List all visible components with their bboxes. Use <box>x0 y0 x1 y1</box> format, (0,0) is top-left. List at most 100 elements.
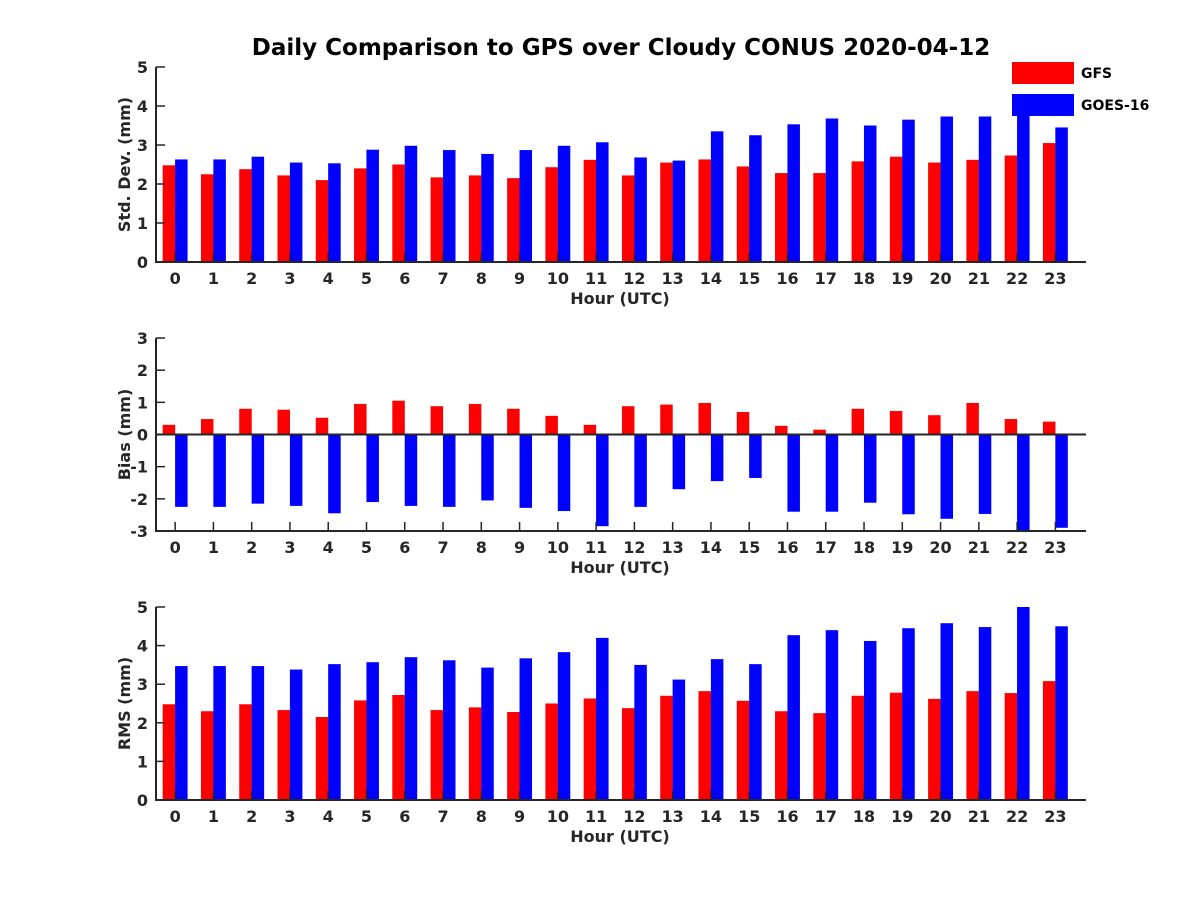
bar-goes-16-23 <box>1055 434 1068 528</box>
bar-goes-16-2 <box>251 666 265 800</box>
x-tick-label: 2 <box>246 538 257 557</box>
bar-goes-16-14 <box>710 434 724 482</box>
bar-goes-16-19 <box>902 434 915 515</box>
bar-gfs-7 <box>430 710 444 800</box>
bar-gfs-3 <box>277 710 291 800</box>
x-tick-label: 10 <box>547 538 569 557</box>
bar-goes-16-11 <box>596 637 609 800</box>
x-tick-label: 3 <box>284 538 295 557</box>
x-axis-label: Hour (UTC) <box>570 558 670 577</box>
bar-gfs-17 <box>813 429 826 435</box>
x-tick-label: 6 <box>399 538 410 557</box>
bar-goes-16-15 <box>749 135 762 262</box>
bar-gfs-9 <box>507 178 520 262</box>
bar-gfs-0 <box>162 704 176 800</box>
bar-gfs-8 <box>468 403 482 435</box>
bar-gfs-13 <box>660 695 673 800</box>
bar-gfs-15 <box>736 411 750 435</box>
x-tick-label: 11 <box>585 538 607 557</box>
bar-gfs-11 <box>583 698 597 800</box>
bar-goes-16-5 <box>366 149 379 262</box>
bar-gfs-20 <box>928 415 941 435</box>
bar-gfs-19 <box>889 692 903 800</box>
y-axis-label: Bias (mm) <box>115 389 134 481</box>
bar-gfs-8 <box>468 175 482 262</box>
bar-gfs-22 <box>1004 419 1018 435</box>
bar-gfs-13 <box>660 404 673 435</box>
bar-goes-16-6 <box>404 657 418 800</box>
x-tick-label: 8 <box>476 807 487 826</box>
bar-gfs-6 <box>392 695 405 800</box>
x-tick-label: 1 <box>208 269 219 288</box>
legend-swatch-gfs <box>1012 62 1074 84</box>
x-axis-label: Hour (UTC) <box>570 827 670 846</box>
y-tick-label: 3 <box>137 136 148 155</box>
x-axis-label: Hour (UTC) <box>570 289 670 308</box>
x-tick-label: 9 <box>514 269 525 288</box>
bar-goes-16-7 <box>442 434 456 507</box>
x-tick-label: 20 <box>929 807 951 826</box>
bar-gfs-13 <box>660 162 673 262</box>
bar-gfs-15 <box>736 166 750 262</box>
y-tick-label: 4 <box>137 637 148 656</box>
bar-gfs-17 <box>813 173 826 262</box>
x-tick-label: 13 <box>662 269 684 288</box>
bar-goes-16-4 <box>328 434 341 514</box>
bar-gfs-12 <box>621 708 635 800</box>
x-tick-label: 5 <box>361 807 372 826</box>
bar-gfs-16 <box>775 425 788 435</box>
bar-goes-16-15 <box>749 434 762 478</box>
x-tick-label: 7 <box>437 807 448 826</box>
bar-goes-16-6 <box>404 434 418 506</box>
bar-goes-16-14 <box>710 659 724 800</box>
bar-goes-16-21 <box>978 116 992 262</box>
legend-label-goes-16: GOES-16 <box>1081 98 1149 114</box>
x-tick-label: 10 <box>547 807 569 826</box>
x-tick-label: 22 <box>1006 269 1028 288</box>
x-tick-label: 17 <box>815 807 837 826</box>
bar-goes-16-1 <box>213 666 226 800</box>
y-tick-label: -1 <box>130 458 148 477</box>
bar-goes-16-9 <box>519 434 533 508</box>
bars-group <box>162 400 1068 531</box>
bar-goes-16-10 <box>557 434 571 512</box>
x-tick-label: 23 <box>1044 269 1066 288</box>
bar-gfs-3 <box>277 175 291 262</box>
y-tick-label: 0 <box>137 426 148 445</box>
bar-goes-16-12 <box>634 664 647 800</box>
bar-goes-16-4 <box>328 664 341 800</box>
bar-gfs-4 <box>315 717 329 800</box>
bar-goes-16-1 <box>213 159 226 262</box>
bar-gfs-7 <box>430 177 444 262</box>
x-tick-label: 2 <box>246 807 257 826</box>
x-tick-label: 12 <box>623 538 645 557</box>
bar-gfs-23 <box>1042 681 1056 800</box>
bar-goes-16-0 <box>175 434 188 507</box>
x-tick-label: 3 <box>284 807 295 826</box>
x-tick-label: 22 <box>1006 807 1028 826</box>
bar-gfs-21 <box>966 159 979 262</box>
bar-gfs-18 <box>851 161 865 262</box>
bar-gfs-5 <box>354 168 367 262</box>
bar-gfs-19 <box>889 156 903 262</box>
bar-gfs-10 <box>545 415 558 435</box>
bar-gfs-14 <box>698 402 711 435</box>
bar-goes-16-10 <box>557 145 571 262</box>
bar-goes-16-13 <box>672 679 686 800</box>
bar-goes-16-5 <box>366 662 379 800</box>
bar-goes-16-3 <box>289 162 303 262</box>
x-tick-label: 19 <box>891 269 913 288</box>
bar-goes-16-11 <box>596 434 609 527</box>
bar-goes-16-18 <box>863 640 877 800</box>
bar-gfs-11 <box>583 424 597 435</box>
bar-goes-16-18 <box>863 434 877 503</box>
bar-gfs-21 <box>966 402 979 435</box>
bar-goes-16-7 <box>442 660 456 800</box>
legend: GFS GOES-16 <box>1012 62 1149 116</box>
bar-gfs-2 <box>239 169 252 262</box>
x-tick-label: 12 <box>623 807 645 826</box>
bar-goes-16-22 <box>1017 434 1030 531</box>
x-tick-label: 20 <box>929 538 951 557</box>
